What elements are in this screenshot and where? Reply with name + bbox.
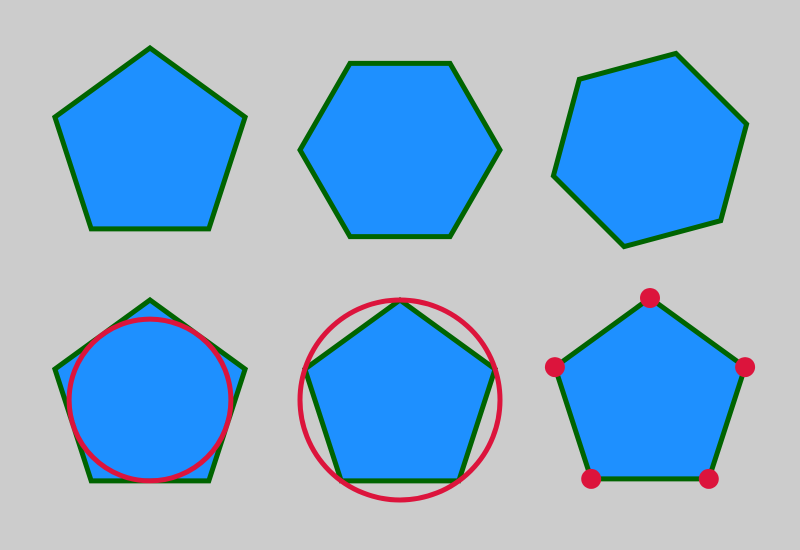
- vertex-dot-2: [735, 357, 756, 378]
- pentagon-with-vertex-dots: [551, 294, 749, 482]
- incircle: [66, 316, 234, 484]
- pentagon-with-incircle-group: [51, 296, 249, 484]
- hexagon-rotated-group: [550, 50, 750, 250]
- vertex-dot-4: [581, 468, 602, 489]
- pentagon-regular-group: [51, 44, 249, 232]
- pentagon-regular: [51, 44, 249, 232]
- hexagon-regular-flat-group: [297, 60, 503, 240]
- pentagon-with-vertex-dots-group: [544, 288, 756, 489]
- pentagon-with-circumcircle-group: [297, 296, 503, 503]
- pentagon-with-circumcircle: [301, 296, 499, 484]
- vertex-dot-5: [544, 357, 565, 378]
- circumcircle: [297, 297, 503, 503]
- hexagon-regular-flat: [297, 60, 503, 240]
- vertex-dot-1: [640, 288, 660, 308]
- hexagon-rotated: [550, 50, 750, 250]
- vertex-dot-3: [698, 468, 719, 489]
